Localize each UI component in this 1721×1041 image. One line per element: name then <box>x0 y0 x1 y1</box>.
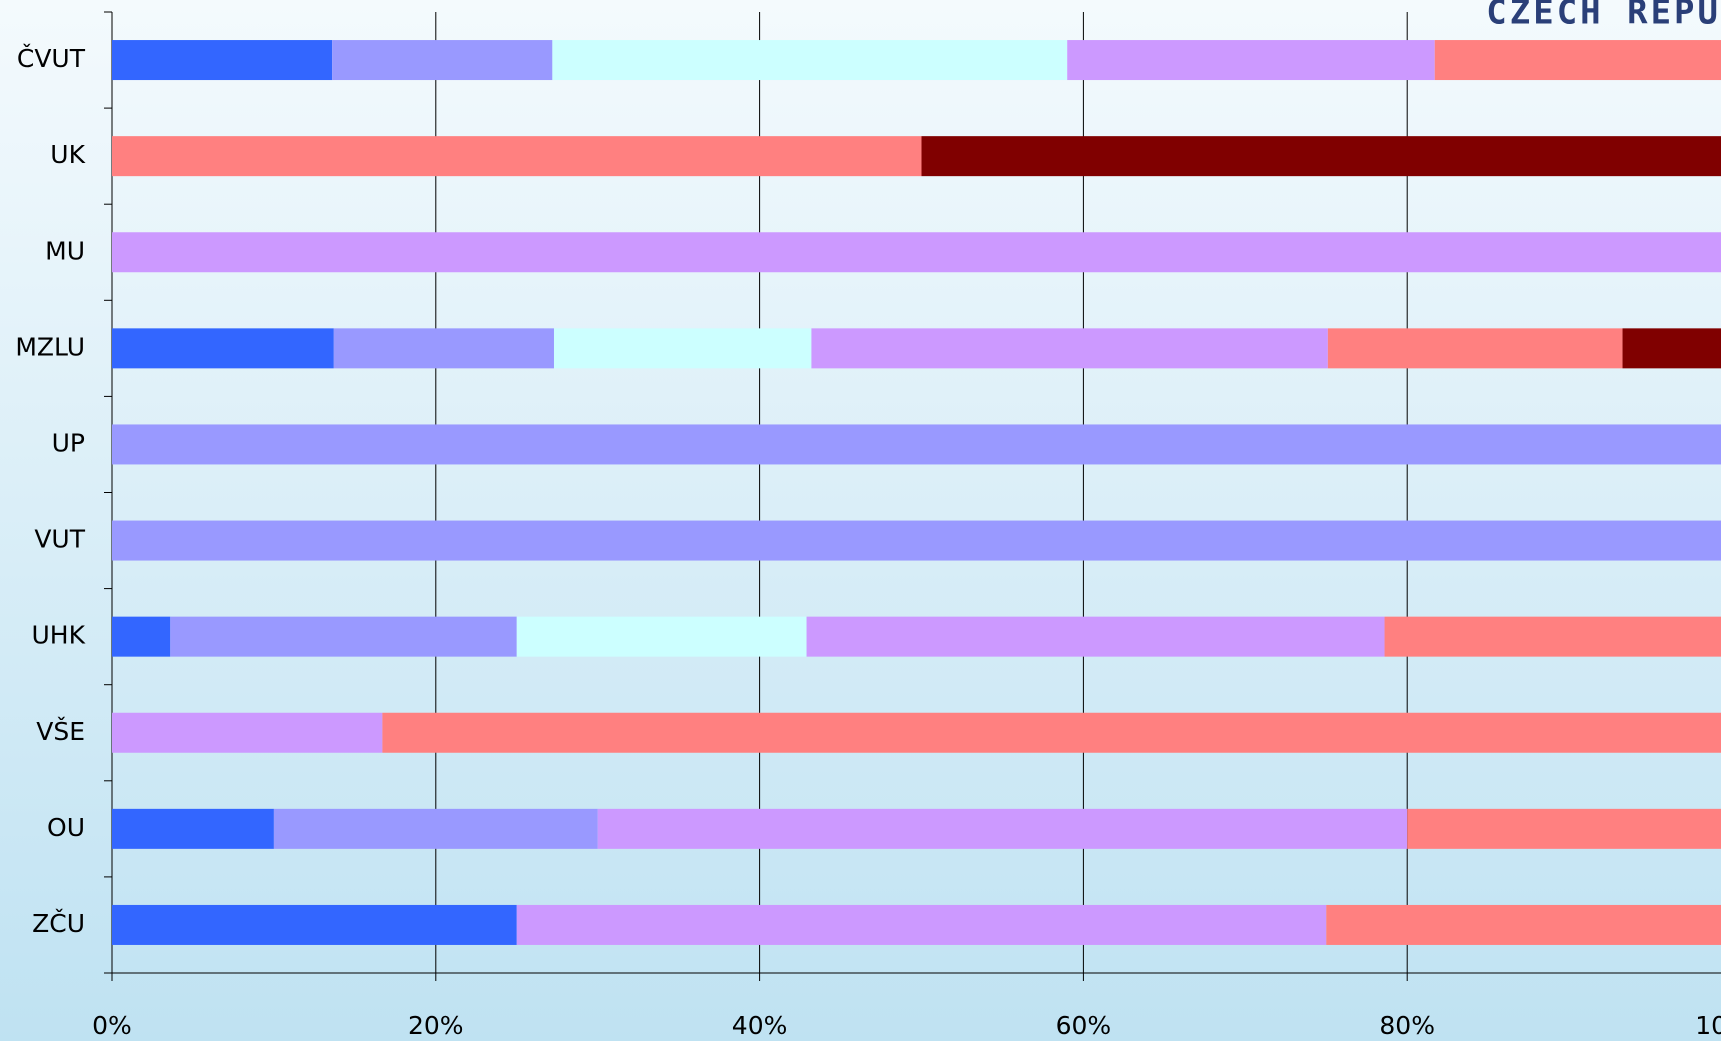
x-tick-label: 80% <box>1379 1011 1435 1040</box>
bar-segment <box>1434 40 1721 81</box>
bar-segment <box>1622 328 1721 369</box>
y-tick-label: VUT <box>34 525 85 554</box>
bar-segment <box>112 40 333 81</box>
logo-text: CZECH REPU <box>1486 0 1721 33</box>
bar-segment <box>112 712 383 753</box>
bar-segment <box>112 520 1721 561</box>
bar-segment <box>1067 40 1435 81</box>
bar-segment <box>333 328 554 369</box>
bar-segment <box>170 616 517 657</box>
bar-segment <box>552 40 1068 81</box>
bar-segment <box>1384 616 1721 657</box>
bar-segment <box>516 616 807 657</box>
y-tick-label: UP <box>52 428 85 457</box>
bar-segment <box>112 328 334 369</box>
bar-segment <box>273 808 598 849</box>
bar-segment <box>516 904 1327 945</box>
bar-segment <box>553 328 812 369</box>
bar-segment <box>332 40 553 81</box>
x-tick-label: 60% <box>1056 1011 1112 1040</box>
y-tick-label: MZLU <box>15 332 85 361</box>
bar-segment <box>921 136 1721 177</box>
y-tick-label: OU <box>47 813 85 842</box>
y-tick-label: ČVUT <box>17 43 86 73</box>
y-tick-label: UK <box>50 140 85 169</box>
bar-segment <box>112 232 1721 273</box>
bar-segment <box>112 808 274 849</box>
x-tick-label: 20% <box>408 1011 464 1040</box>
bar-segment <box>1407 808 1721 849</box>
y-tick-label: MU <box>45 236 85 265</box>
bar-segment <box>1327 328 1623 369</box>
y-tick-label: ZČU <box>32 908 85 938</box>
bar-segment <box>806 616 1385 657</box>
bar-segment <box>811 328 1328 369</box>
bar-segment <box>112 616 171 657</box>
bar-segment <box>112 904 517 945</box>
bar-segment <box>382 712 1721 753</box>
bar-segment <box>112 136 922 177</box>
bar-segment <box>112 424 1721 465</box>
x-tick-label: 0% <box>92 1011 132 1040</box>
bar-segment <box>1326 904 1721 945</box>
bar-segment <box>597 808 1408 849</box>
x-tick-label: 40% <box>732 1011 788 1040</box>
x-tick-label: 100% <box>1695 1011 1721 1040</box>
y-tick-label: VŠE <box>36 716 85 746</box>
y-tick-label: UHK <box>32 621 86 650</box>
